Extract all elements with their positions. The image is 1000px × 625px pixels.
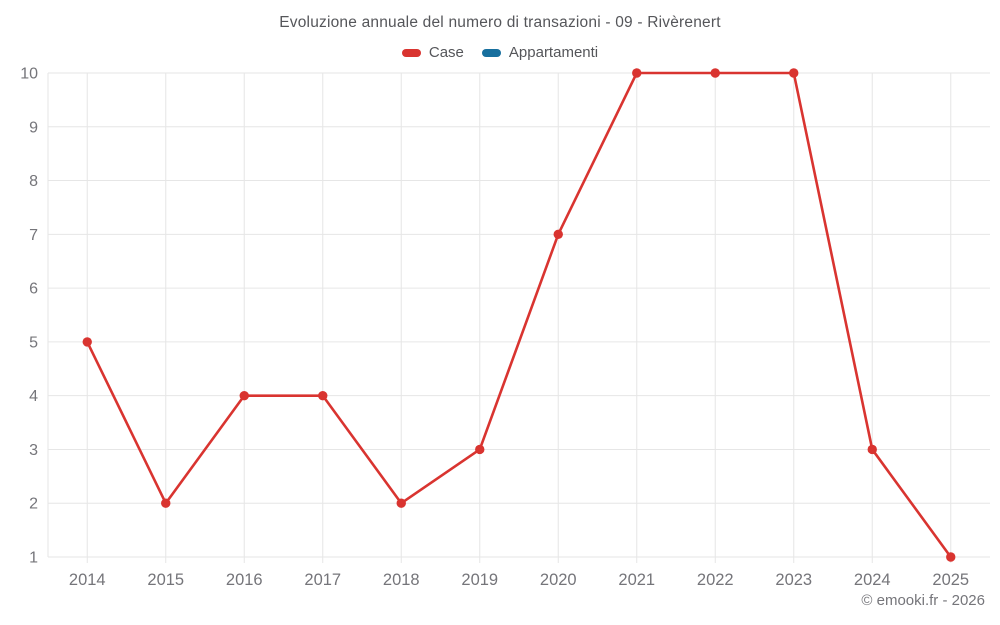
data-point[interactable] xyxy=(318,390,328,401)
data-point[interactable] xyxy=(82,337,92,347)
y-axis-tick-label: 7 xyxy=(29,227,38,244)
y-axis-tick-label: 8 xyxy=(29,173,38,190)
y-axis-tick-label: 3 xyxy=(29,442,38,459)
case-series-swatch xyxy=(401,48,421,57)
x-axis-tick-label: 2023 xyxy=(775,571,812,589)
data-point[interactable] xyxy=(553,229,563,240)
appartamenti-series-swatch xyxy=(481,48,501,57)
x-axis-tick-label: 2018 xyxy=(383,571,420,589)
copyright-watermark: © emooki.fr - 2026 xyxy=(861,592,985,609)
legend-item-appartamenti[interactable]: Appartamenti xyxy=(481,44,599,61)
data-point[interactable] xyxy=(475,444,485,455)
data-point[interactable] xyxy=(867,444,877,455)
y-axis-tick-label: 5 xyxy=(29,334,38,351)
x-axis-tick-label: 2025 xyxy=(932,571,969,589)
x-axis-tick-label: 2021 xyxy=(618,571,655,589)
series-line-case xyxy=(85,71,953,559)
chart-title: Evoluzione annuale del numero di transaz… xyxy=(279,14,721,31)
y-axis-tick-label: 1 xyxy=(29,550,38,567)
y-axis-tick-label: 6 xyxy=(29,281,38,298)
y-axis-tick-label: 10 xyxy=(20,66,38,83)
x-axis-tick-label: 2019 xyxy=(461,571,498,589)
y-axis-tick-label: 9 xyxy=(29,119,38,136)
y-axis-tick-label: 4 xyxy=(29,388,38,405)
data-point[interactable] xyxy=(632,68,642,78)
data-point[interactable] xyxy=(710,68,720,78)
legend-label-case: Case xyxy=(428,44,464,61)
legend-item-case[interactable]: Case xyxy=(401,44,464,61)
x-axis-tick-label: 2016 xyxy=(226,571,263,589)
data-point[interactable] xyxy=(789,68,799,78)
x-axis-tick-label: 2022 xyxy=(697,571,734,589)
x-axis-tick-label: 2014 xyxy=(69,571,106,589)
chart-legend: Case Appartamenti xyxy=(0,44,1000,61)
data-point[interactable] xyxy=(396,498,406,508)
x-axis-tick-label: 2024 xyxy=(854,571,891,589)
x-axis-tick-label: 2015 xyxy=(147,571,184,589)
data-point[interactable] xyxy=(161,498,171,508)
x-axis-tick-label: 2020 xyxy=(540,571,577,589)
x-axis-tick-label: 2017 xyxy=(304,571,341,589)
legend-label-appartamenti: Appartamenti xyxy=(508,44,599,61)
data-point[interactable] xyxy=(946,552,956,562)
y-axis-tick-label: 2 xyxy=(29,496,38,513)
data-point[interactable] xyxy=(239,390,249,401)
